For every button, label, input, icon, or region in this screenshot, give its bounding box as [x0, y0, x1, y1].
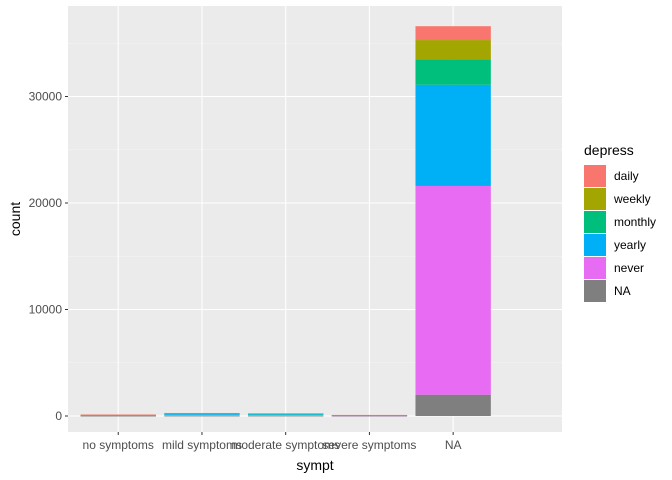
legend-key — [584, 257, 606, 279]
legend-key — [584, 165, 606, 187]
x-tick-label: mild symptoms — [162, 438, 242, 452]
bar-segment — [331, 414, 408, 416]
legend-label: never — [614, 261, 644, 275]
bar-segment — [415, 185, 491, 395]
y-tick-label: 10000 — [29, 303, 63, 317]
legend-label: daily — [614, 169, 639, 183]
legend-key — [584, 234, 606, 256]
y-tick-label: 0 — [55, 409, 62, 423]
x-tick-label: no symptoms — [83, 438, 154, 452]
bars — [80, 26, 491, 417]
bar-segment — [415, 394, 491, 416]
legend-key — [584, 188, 606, 210]
bar-segment — [164, 412, 240, 414]
legend-title: depress — [584, 142, 634, 158]
bar-segment — [415, 40, 491, 60]
bar-segment — [415, 26, 491, 41]
legend-label: NA — [614, 284, 631, 298]
x-tick-label: moderate symptoms — [231, 438, 340, 452]
legend-label: weekly — [613, 192, 651, 206]
y-tick-label: 20000 — [29, 196, 63, 210]
bar-segment — [415, 84, 491, 186]
x-tick-label: NA — [445, 438, 462, 452]
bar-segment — [331, 415, 408, 417]
legend-key — [584, 211, 606, 233]
bar-segment — [248, 413, 324, 415]
bar-segment — [248, 413, 324, 414]
bar-segment — [80, 414, 156, 416]
bar-segment — [164, 414, 240, 415]
legend-key — [584, 280, 606, 302]
legend-label: yearly — [614, 238, 646, 252]
bar-segment — [248, 414, 324, 416]
y-axis-title: count — [7, 202, 23, 236]
x-tick-label: severe symptoms — [322, 438, 416, 452]
x-axis-title: sympt — [296, 457, 333, 473]
y-axis: 0 10000 20000 30000 — [29, 90, 68, 423]
bar-segment — [248, 415, 324, 416]
legend-label: monthly — [614, 215, 656, 229]
bar-segment — [80, 415, 156, 416]
y-tick-label: 30000 — [29, 90, 63, 104]
bar-segment — [331, 415, 408, 417]
bar-segment — [248, 415, 324, 417]
bar-segment — [164, 414, 240, 416]
bar-segment — [164, 413, 240, 415]
bar-segment — [80, 415, 156, 417]
legend: depress daily weekly monthly yearly never NA — [584, 142, 656, 302]
bar-segment — [164, 415, 240, 417]
bar-segment — [80, 415, 156, 417]
bar-segment — [415, 59, 491, 85]
